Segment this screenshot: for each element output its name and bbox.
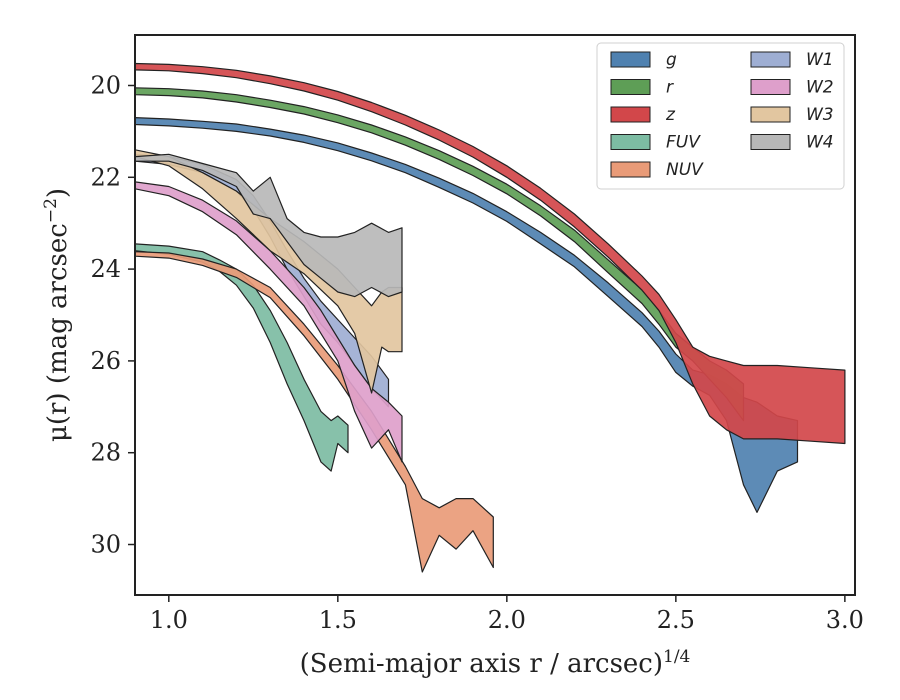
plot-frame <box>134 34 856 596</box>
legend-swatch-fuv <box>610 134 651 150</box>
legend-label-nuv: NUV <box>666 160 704 180</box>
legend-swatch-w4 <box>750 134 791 150</box>
series-band-z <box>135 62 846 445</box>
legend-label-fuv: FUV <box>666 133 701 153</box>
legend: grz FUV NUV W1 W2 W3 W4 <box>596 42 845 190</box>
legend-swatch-g <box>610 51 651 68</box>
legend-label-w4: W4 <box>806 133 834 153</box>
legend-label-w3: W3 <box>806 105 834 125</box>
y-tick-label: 28 <box>90 439 121 467</box>
legend-swatch-nuv <box>610 161 651 178</box>
y-axis-label: μ(r) (mag arcsec−2) <box>41 188 73 442</box>
legend-label-z: z <box>665 105 676 125</box>
legend-swatch-r <box>610 79 651 95</box>
legend-swatch-z <box>610 106 651 123</box>
x-tick-label: 2.5 <box>657 606 695 634</box>
legend-swatch-w2 <box>750 79 791 95</box>
y-tick-label: 20 <box>90 71 121 99</box>
legend-label-w2: W2 <box>806 78 834 98</box>
legend-label-w1: W1 <box>806 50 834 70</box>
x-tick-label: 1.0 <box>150 606 188 634</box>
x-tick-label: 3.0 <box>826 606 864 634</box>
legend-label-g: g <box>666 50 677 70</box>
x-axis-label: (Semi-major axis r / arcsec)1/4 <box>300 647 691 679</box>
series-band-g <box>135 116 799 514</box>
plot-area <box>135 62 846 573</box>
legend-label-r: r <box>666 78 674 98</box>
x-tick-label: 1.5 <box>319 606 357 634</box>
series-band-w4 <box>135 153 403 298</box>
y-tick-label: 22 <box>90 163 121 191</box>
legend-swatch-w3 <box>750 106 791 123</box>
axis-ticks: 1.0 1.5 2.0 2.5 3.0 20 22 24 26 28 30 <box>90 71 863 634</box>
series-band-nuv <box>135 251 494 573</box>
legend-swatch-w1 <box>750 51 791 68</box>
y-tick-label: 26 <box>90 347 121 375</box>
x-tick-label: 2.0 <box>488 606 526 634</box>
y-tick-label: 24 <box>90 255 121 283</box>
y-tick-label: 30 <box>90 531 121 559</box>
